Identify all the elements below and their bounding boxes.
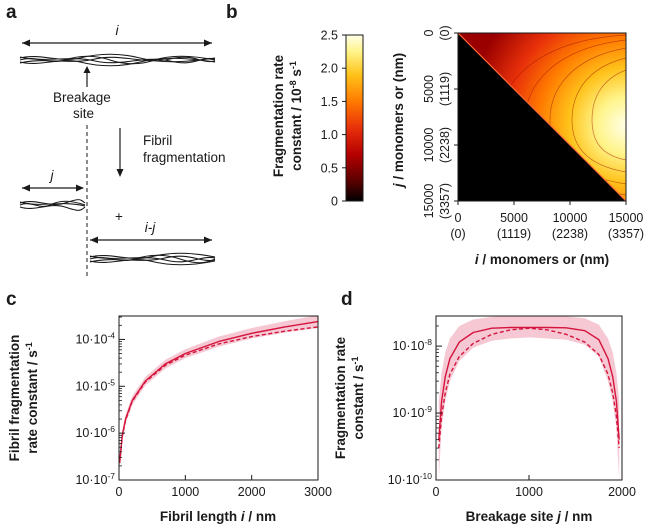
colorbar-tick-label: 1.0	[321, 128, 338, 142]
plot-d-y-tick-label: 10·10-8	[392, 337, 432, 353]
left-fragment-arrow	[22, 184, 84, 192]
right-fragment-arrow	[90, 236, 212, 244]
plot-d-ylabel-line2: constant / s-1	[350, 356, 366, 439]
breakage-site-arrow	[83, 66, 91, 87]
panel-c: c Fibril fragmentation rate constant / s…	[6, 289, 332, 524]
heatmap-y-tick-label: 10000	[422, 128, 436, 163]
plot-c-x-tick-label: 0	[116, 485, 123, 499]
intact-fibril-drawing	[19, 53, 216, 67]
plot-c-xlabel: Fibril length i / nm	[160, 509, 276, 524]
plot-d-y-tick-label: 10·10-9	[392, 404, 432, 420]
heatmap-y-tick-sublabel: (2238)	[438, 127, 452, 163]
plot-d-x-tick-label: 2000	[608, 485, 636, 499]
fragmentation-arrow	[116, 128, 124, 177]
plot-c-y-tick-label: 10·10-6	[75, 424, 115, 440]
heatmap-y-tick-sublabel: (3357)	[438, 183, 452, 219]
heatmap-y-tick-label: 0	[422, 29, 436, 36]
process-label-line2: fragmentation	[143, 150, 226, 165]
right-fragment-label: i-j	[145, 220, 156, 235]
plot-c-series-group	[119, 316, 318, 468]
colorbar-tick-label: 0	[331, 195, 338, 209]
colorbar-label-line1: Fragmentation rate	[271, 54, 286, 177]
plot-d-series-group	[438, 316, 620, 480]
plot-c-confidence-band	[119, 316, 318, 468]
colorbar-tick-label: 0.5	[321, 161, 338, 175]
plot-d-y-tick-label: 10·10-10	[388, 471, 433, 487]
breakage-label-line2: site	[73, 106, 94, 121]
heatmap-y-ticks: 0 (0) 5000 (1119) 10000 (2238) 15000 (3357)	[422, 25, 458, 219]
heatmap-x-ticks: 0 (0) 5000 (1119) 10000 (2238) 15000 (3357)	[450, 201, 644, 241]
plot-c-y-tick-label: 10·10-7	[75, 471, 115, 487]
panel-d: d Fragmentation rate constant / s-1 10·1…	[333, 289, 636, 524]
heatmap-x-tick-sublabel: (1119)	[497, 227, 531, 241]
panel-b-letter: b	[226, 2, 238, 23]
heatmap-diagonal	[457, 32, 627, 202]
heatmap-border	[457, 32, 627, 202]
plot-c-series-dashed	[119, 326, 318, 464]
panel-c-letter: c	[6, 289, 17, 310]
process-label-line1: Fibril	[143, 133, 172, 148]
heatmap-x-tick-label: 10000	[553, 211, 588, 225]
breakage-label-line1: Breakage	[53, 90, 111, 105]
plot-d-series-dashed	[438, 327, 620, 449]
panel-b: b Fragmentation rate constant / 10-8 s-1…	[226, 2, 644, 267]
plot-c-y-tick-label: 10·10-5	[75, 377, 115, 393]
heatmap-y-tick-sublabel: (0)	[438, 25, 452, 40]
right-fragment-drawing	[89, 252, 216, 266]
plot-c-series-solid	[119, 320, 318, 462]
colorbar-tick-label: 2.0	[321, 62, 338, 76]
plus-sign: +	[115, 209, 123, 224]
fibril-length-label: i	[116, 23, 120, 38]
left-fragment-label: j	[49, 168, 55, 183]
heatmap-x-tick-label: 5000	[500, 211, 528, 225]
plot-d-x-tick-label: 0	[433, 485, 440, 499]
left-fragment-drawing	[19, 199, 86, 211]
plot-c-ylabel-line2: rate constant / s-1	[24, 342, 40, 454]
heatmap-xlabel: i / monomers or (nm)	[475, 252, 609, 267]
colorbar-label-line2: constant / 10-8 s-1	[288, 61, 304, 171]
fibril-length-arrow	[22, 39, 212, 47]
heatmap-x-tick-label: 15000	[609, 211, 644, 225]
heatmap-y-tick-label: 5000	[422, 75, 436, 103]
plot-c-x-tick-label: 3000	[304, 485, 332, 499]
heatmap-ylabel: j / monomers or (nm)	[391, 53, 406, 189]
colorbar	[345, 34, 364, 202]
plot-d-area: 10·10-8 10·10-9 10·10-100 1000 2000	[388, 315, 636, 499]
heatmap-x-tick-label: 0	[455, 211, 462, 225]
colorbar-tick-label: 2.5	[321, 29, 338, 43]
plot-c-y-tick-label: 10·10-4	[75, 330, 115, 346]
plot-d-xlabel: Breakage site j / nm	[466, 509, 593, 524]
plot-c-area: 10·10-4 10·10-5 10·10-6 10·10-70 1000 2000 300…	[75, 315, 332, 499]
plot-d-confidence-band	[438, 316, 620, 480]
plot-d-ylabel-line1: Fragmentation rate	[333, 336, 348, 459]
plot-c-x-tick-label: 2000	[238, 485, 266, 499]
panel-a-letter: a	[6, 2, 17, 23]
panel-d-letter: d	[341, 289, 353, 310]
heatmap-y-tick-label: 15000	[422, 184, 436, 219]
plot-c-ylabel-line1: Fibril fragmentation	[7, 335, 22, 462]
plot-c-frame	[118, 315, 319, 481]
colorbar-ticks: 0 0.5 1.0 1.5 2.0 2.5	[321, 29, 346, 209]
heatmap-x-tick-sublabel: (0)	[450, 227, 465, 241]
plot-c-x-tick-label: 1000	[171, 485, 199, 499]
panel-a: a i Breakage site Fibril fragmentation	[6, 2, 226, 278]
colorbar-tick-label: 1.5	[321, 95, 338, 109]
heatmap-y-tick-sublabel: (1119)	[438, 72, 452, 106]
heatmap-x-tick-sublabel: (3357)	[608, 227, 644, 241]
plot-d-x-tick-label: 1000	[515, 485, 543, 499]
heatmap-x-tick-sublabel: (2238)	[552, 227, 588, 241]
